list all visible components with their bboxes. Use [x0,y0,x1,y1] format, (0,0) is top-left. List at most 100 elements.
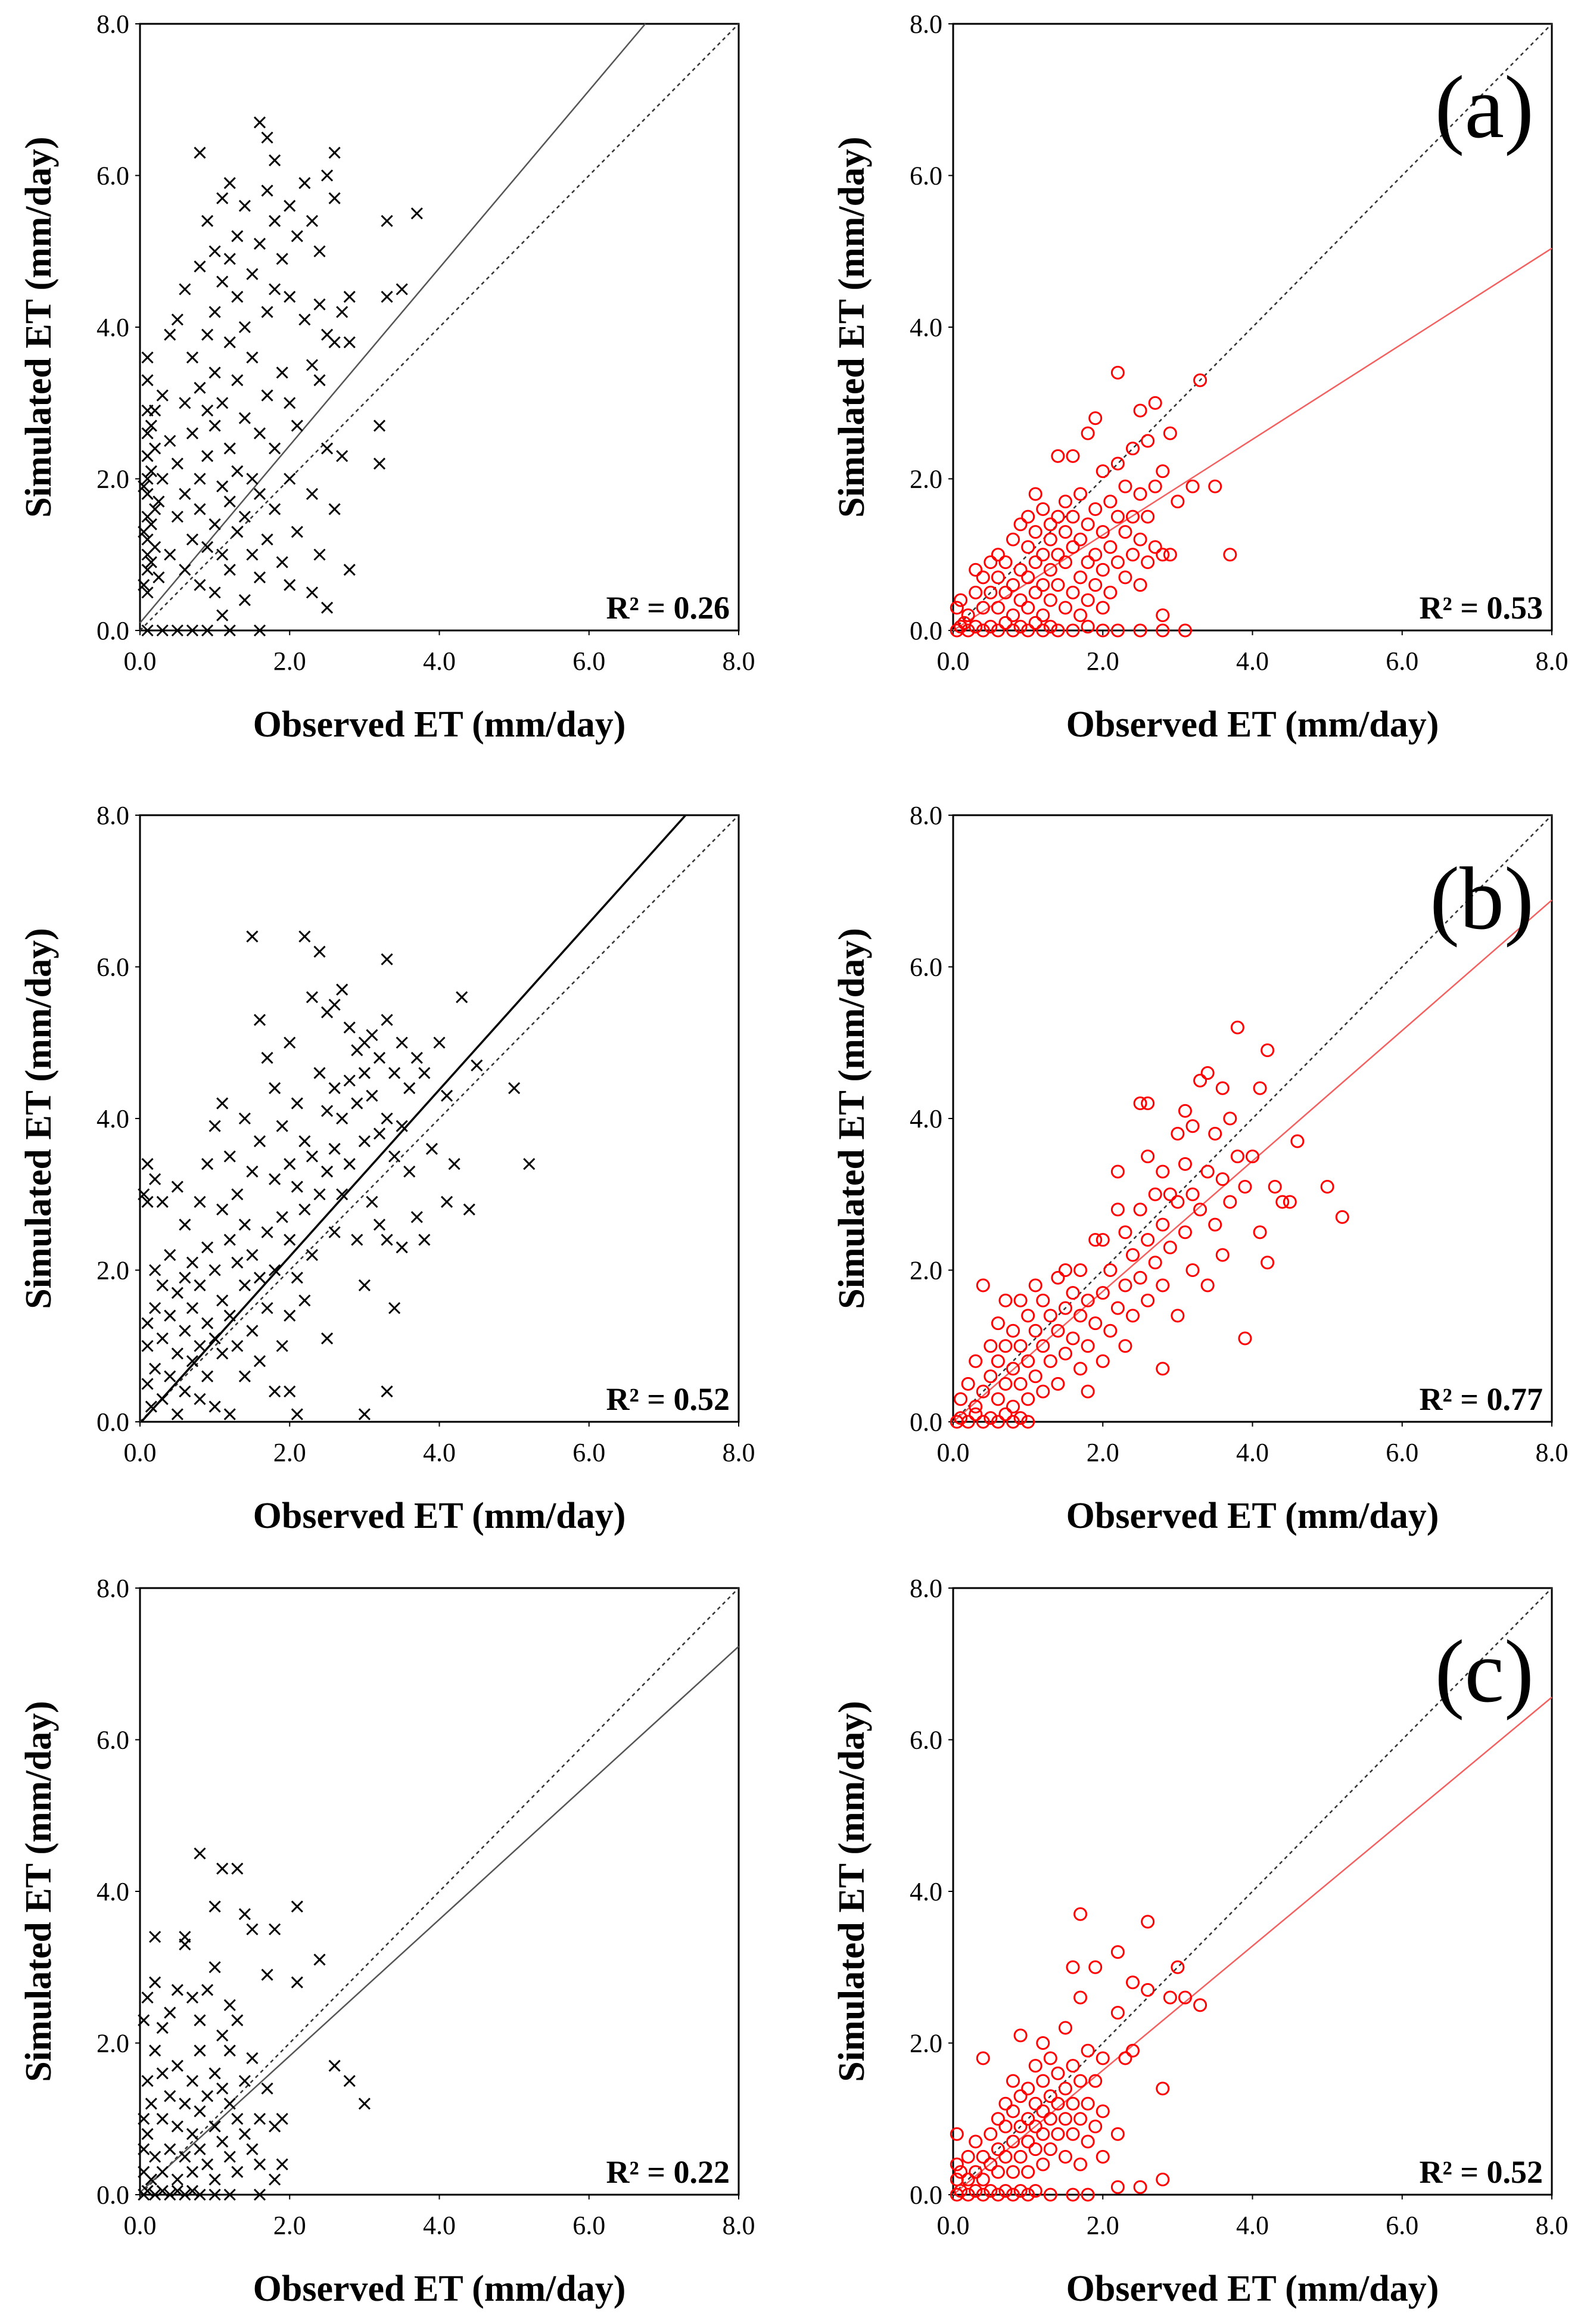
data-point [276,1211,288,1223]
data-point [998,1407,1013,1421]
data-point [991,570,1005,585]
data-point [171,2120,183,2133]
data-point [1163,426,1177,440]
data-point [1081,593,1095,607]
x-tick-label: 8.0 [723,1438,755,1467]
data-point [984,2184,998,2198]
data-point [138,1188,150,1201]
data-point [381,1385,393,1398]
data-point [969,563,983,577]
data-point [201,1317,214,1329]
data-point [216,1862,229,1875]
x-tick-label: 0.0 [124,647,157,676]
data-point [1193,1998,1208,2012]
data-point [179,2151,191,2163]
data-point [1051,2066,1065,2080]
y-tick-label: 6.0 [910,953,942,982]
data-point [261,533,273,546]
data-point [1156,1278,1170,1293]
data-point [1156,2173,1170,2187]
x-axis-title: Observed ET (mm/day) [1066,704,1439,745]
data-point [246,473,259,485]
data-point [246,268,259,280]
data-point [1066,2127,1080,2141]
y-tick-label: 0.0 [97,2180,129,2210]
y-tick-label: 4.0 [910,1104,942,1133]
data-point [1133,1270,1147,1285]
data-point [291,420,303,432]
data-point [149,404,161,417]
data-point [1021,1415,1035,1429]
data-point [351,1234,363,1246]
data-point [336,450,348,462]
data-point [201,1984,214,1996]
data-point [358,1135,371,1148]
data-point [1043,1354,1057,1368]
data-point [1141,1293,1155,1307]
data-point [523,1158,536,1170]
data-point [1028,2184,1042,2198]
data-point [194,2188,206,2201]
data-point [1096,2051,1110,2065]
data-point [149,2151,161,2163]
data-point [179,283,191,296]
data-point [1081,555,1095,569]
data-point [164,1309,176,1322]
data-point [1133,532,1147,546]
x-tick-label: 0.0 [124,1438,157,1467]
data-point [410,1211,423,1223]
y-tick-label: 2.0 [910,1256,942,1285]
data-point [410,207,423,220]
data-point [208,1900,221,1913]
data-point [954,2165,968,2179]
data-point [1051,1377,1065,1391]
data-point [231,291,244,303]
data-point [321,1166,334,1178]
data-point [969,2165,983,2179]
data-point [194,1847,206,1860]
data-point [1013,2089,1028,2104]
data-point [1088,2074,1103,2088]
data-point [1051,449,1065,463]
data-point [194,579,206,591]
data-point [145,420,157,432]
data-point [1081,620,1095,634]
data-point [141,2185,154,2197]
data-point [961,1415,975,1429]
data-point [291,1976,303,1989]
data-point [976,601,990,615]
data-point [171,2173,183,2186]
data-point [216,480,229,493]
data-point [1126,2043,1140,2058]
x-tick-label: 2.0 [1087,647,1119,676]
data-point [954,1392,968,1406]
data-point [141,351,154,363]
data-point [231,1862,244,1875]
data-point [149,503,161,515]
data-point [149,2045,161,2057]
data-point [164,548,176,561]
data-point [1193,373,1208,387]
data-point [1051,1323,1065,1338]
data-point [306,487,318,501]
data-point [976,2149,990,2164]
data-point [1141,1096,1155,1111]
data-point [961,623,975,638]
data-point [156,2067,169,2080]
x-tick-label: 2.0 [273,2211,306,2240]
data-point [253,1355,266,1368]
data-point [1013,1411,1028,1425]
data-point [1126,509,1140,524]
data-point [1043,2051,1057,2065]
data-point [216,2082,229,2095]
data-point [1051,548,1065,562]
fit-line [953,1697,1552,2195]
data-point [246,548,259,561]
data-point [149,1931,161,1943]
data-point [343,2075,356,2087]
data-point [253,2188,266,2201]
data-point [261,1302,273,1315]
y-axis-title: Simulated ET (mm/day) [18,1701,59,2082]
data-point [1036,2127,1050,2141]
data-point [1058,1263,1072,1277]
